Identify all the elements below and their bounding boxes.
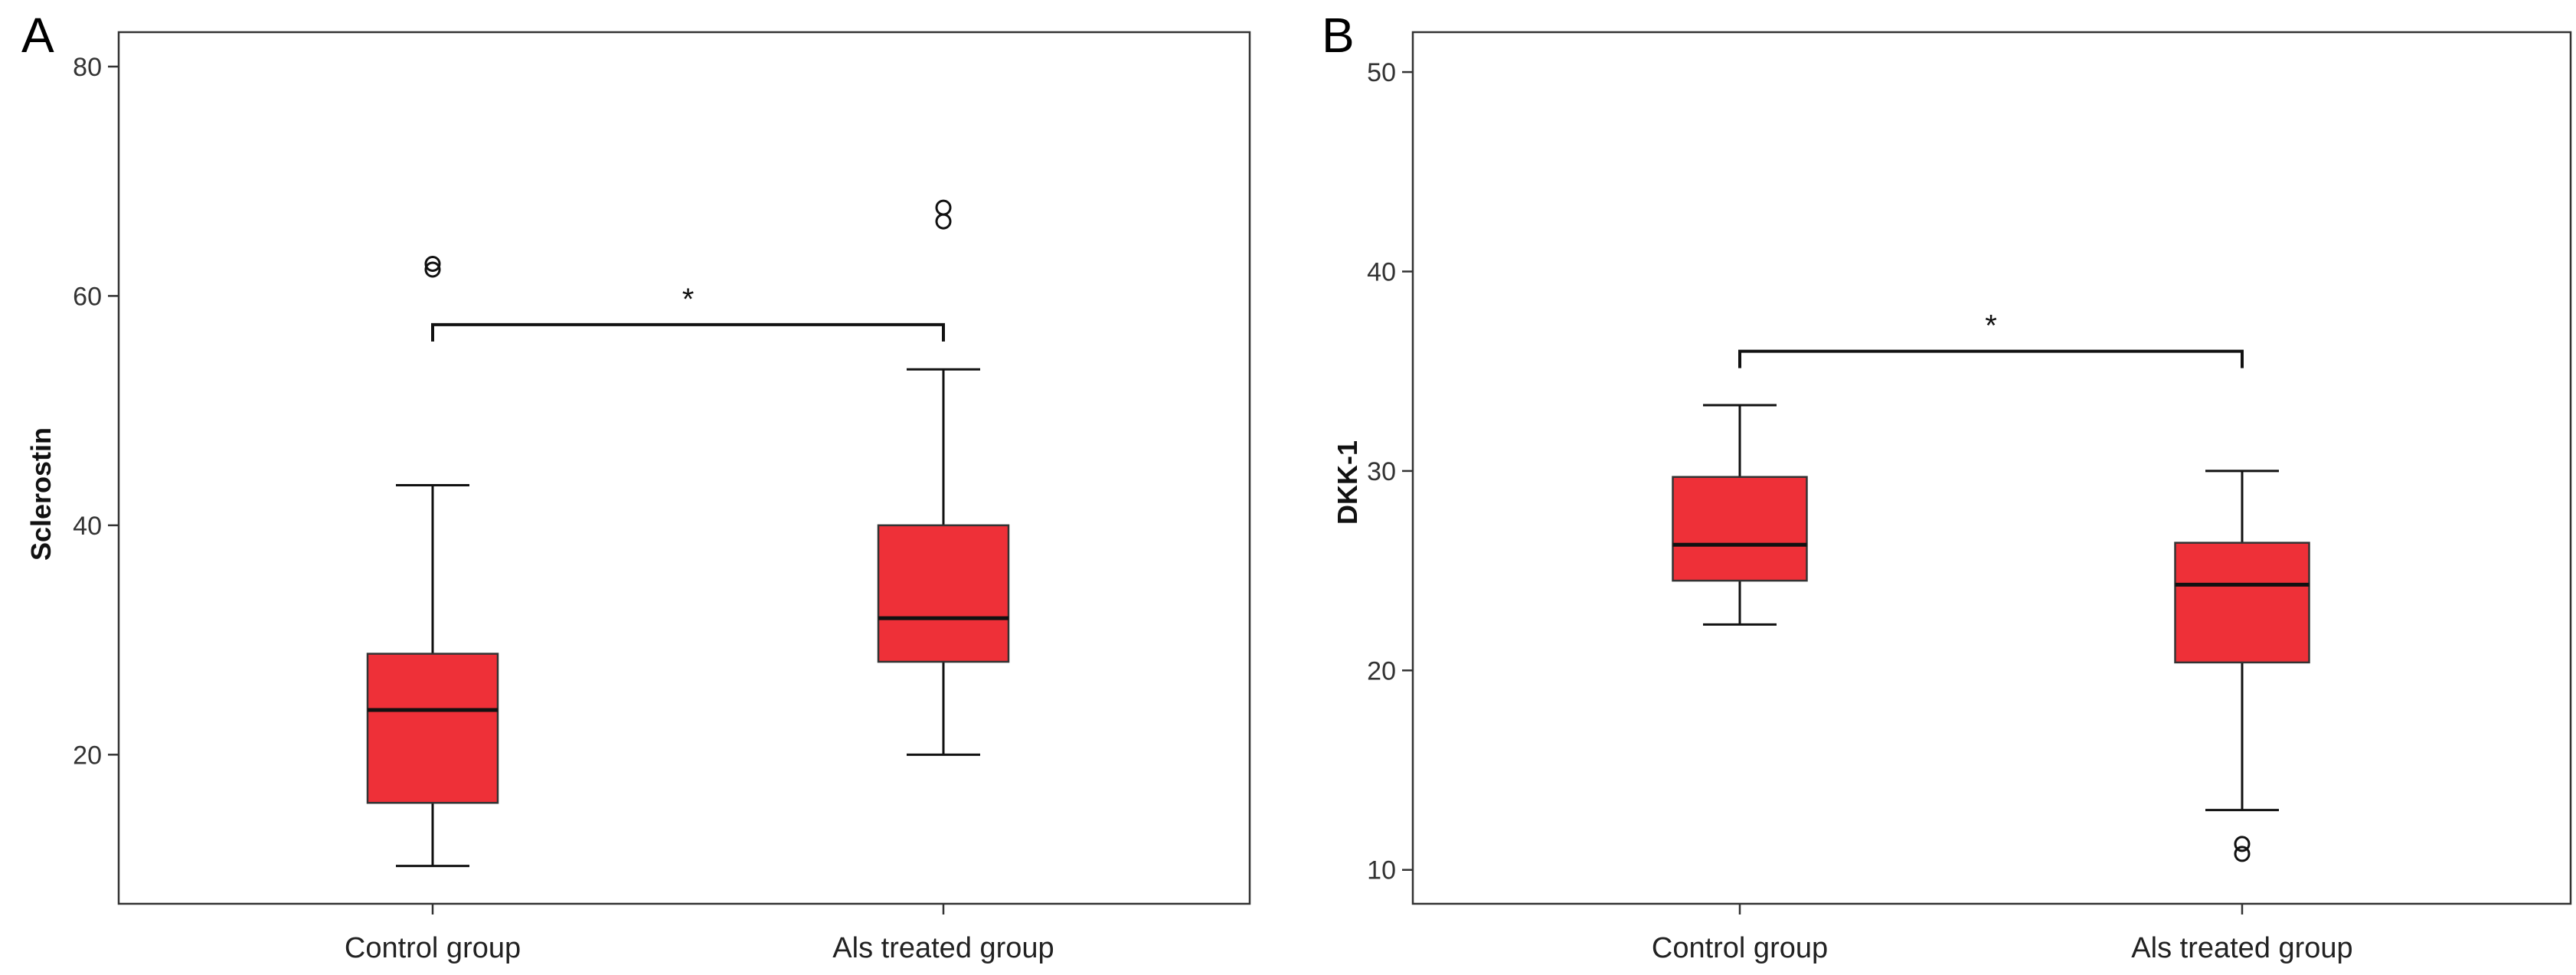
panel-a-letter: A — [21, 8, 54, 63]
panel-b-significance-bracket — [1738, 349, 2244, 368]
panel-a-ytick-label: 80 — [73, 53, 102, 82]
outlier-point — [424, 255, 441, 272]
panel-a-box-control — [366, 255, 499, 868]
panel-b-ytick-label: 10 — [1367, 856, 1396, 885]
iqr-box — [366, 653, 499, 804]
panel-b-frame — [1411, 31, 2572, 905]
panel-b: B DKK-1 10 20 30 40 50 Control group Als treat… — [1322, 8, 2572, 964]
panel-a-significance-label: * — [682, 283, 695, 316]
iqr-box — [877, 524, 1010, 663]
panel-b-ylabel: DKK-1 — [1332, 440, 1363, 525]
panel-a-xtick-label: Control group — [345, 932, 521, 964]
panel-b-letter: B — [1322, 8, 1355, 63]
panel-a-ylabel: Sclerostin — [25, 427, 57, 561]
panel-b-ytick-label: 30 — [1367, 457, 1396, 486]
panel-b-box-treated — [2174, 470, 2310, 862]
panel-b-significance-label: * — [1985, 309, 1997, 343]
panel-a-ytick-label: 40 — [73, 512, 102, 541]
panel-a-frame — [117, 31, 1251, 905]
panel-a-box-treated — [877, 199, 1010, 756]
panel-b-ytick-label: 40 — [1367, 257, 1396, 286]
outlier-point — [2234, 836, 2251, 852]
iqr-box — [1672, 476, 1808, 582]
panel-a-plot: 20 40 60 80 Control group Als treated group * — [73, 31, 1251, 964]
panel-b-xtick-label: Control group — [1652, 932, 1828, 964]
panel-b-ytick-label: 20 — [1367, 656, 1396, 685]
panel-a-ytick-label: 60 — [73, 282, 102, 311]
panel-a-significance-bracket — [431, 322, 945, 342]
outlier-point — [2234, 846, 2251, 862]
outlier-point — [935, 213, 952, 230]
panel-b-ytick-label: 50 — [1367, 58, 1396, 87]
iqr-box — [2174, 541, 2310, 664]
panel-a-xtick-label: Als treated group — [832, 932, 1054, 964]
panel-b-plot: 10 20 30 40 50 Control group Als treated group… — [1367, 31, 2572, 964]
outlier-point — [935, 199, 952, 216]
panel-a: A Sclerostin 20 40 60 80 Control group Als tr… — [21, 8, 1251, 964]
panel-a-ytick-label: 20 — [73, 741, 102, 770]
outlier-point — [424, 261, 441, 278]
panel-b-xtick-label: Als treated group — [2131, 932, 2352, 964]
panel-b-box-control — [1672, 404, 1808, 626]
